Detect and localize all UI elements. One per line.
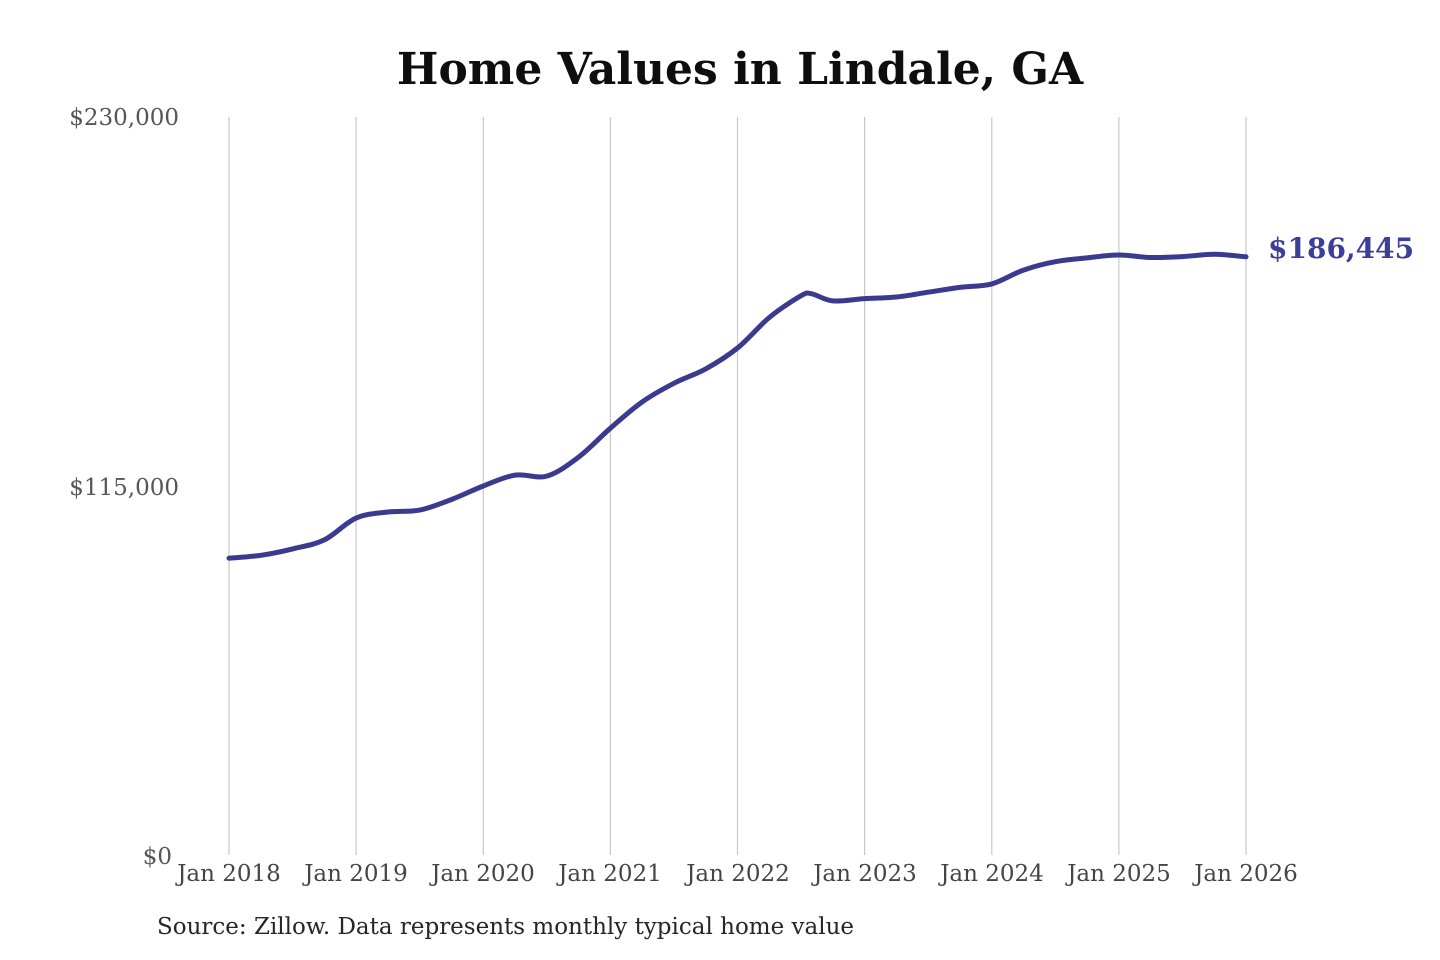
x-tick-label-jan-2024: Jan 2024 <box>938 861 1044 887</box>
x-axis-tick-labels: Jan 2018 Jan 2019 Jan 2020 Jan 2021 Jan … <box>175 861 1298 887</box>
vertical-gridlines <box>228 117 1247 855</box>
chart-title: Home Values in Lindale, GA <box>397 44 1084 95</box>
x-tick-label-jan-2026: Jan 2026 <box>1192 861 1298 887</box>
latest-value-label: $186,445 <box>1268 232 1414 265</box>
home-value-line <box>226 251 1249 561</box>
y-tick-label-0: $0 <box>143 844 172 870</box>
x-tick-label-jan-2018: Jan 2018 <box>175 861 281 887</box>
x-tick-label-jan-2019: Jan 2019 <box>302 861 408 887</box>
source-note: Source: Zillow. Data represents monthly … <box>157 914 854 940</box>
x-tick-label-jan-2021: Jan 2021 <box>556 861 662 887</box>
x-tick-label-jan-2023: Jan 2023 <box>811 861 917 887</box>
x-tick-label-jan-2025: Jan 2025 <box>1065 861 1171 887</box>
x-tick-label-jan-2020: Jan 2020 <box>429 861 535 887</box>
y-axis-tick-labels: $230,000 $115,000 $0 <box>69 105 179 870</box>
y-tick-label-115000: $115,000 <box>69 475 179 501</box>
x-tick-label-jan-2022: Jan 2022 <box>684 861 790 887</box>
y-tick-label-230000: $230,000 <box>69 105 179 131</box>
